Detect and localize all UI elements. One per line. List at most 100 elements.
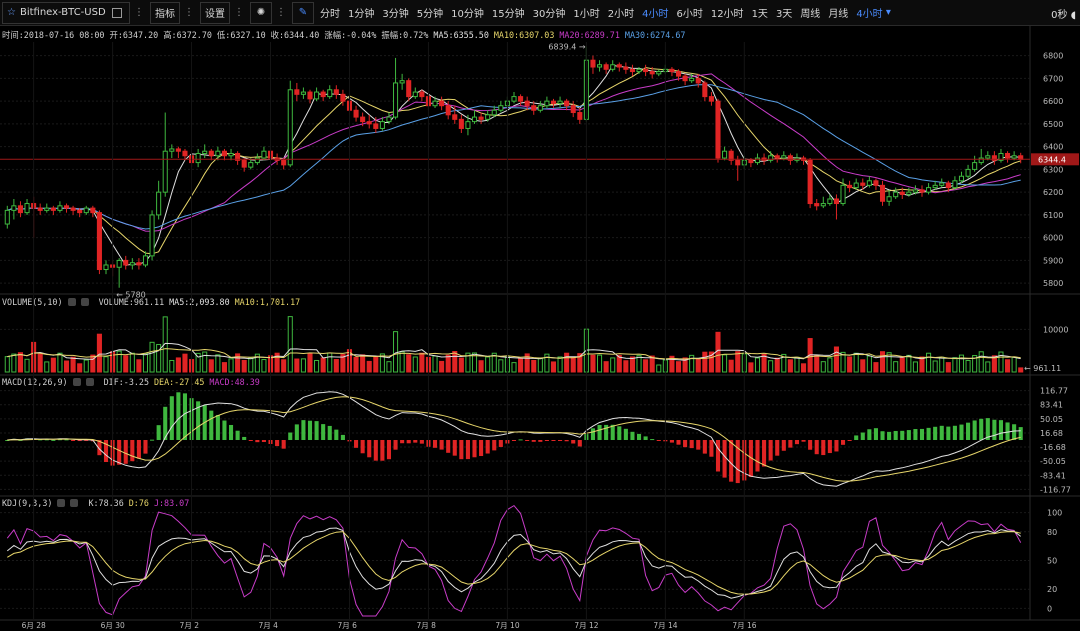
macd-bar: [538, 440, 543, 442]
macd-bar: [498, 440, 503, 447]
kdj-info-row: KDJ(9,3,3) K:78.36 D:76 J:83.07: [2, 498, 194, 510]
interval-tab[interactable]: 3分钟: [382, 9, 409, 20]
interval-tab[interactable]: 2小时: [607, 9, 635, 20]
macd-bar: [156, 425, 161, 440]
interval-tab[interactable]: 15分钟: [491, 9, 525, 20]
chevron-down-icon: ▾: [885, 7, 891, 18]
macd-bar: [288, 432, 293, 440]
search-icon[interactable]: [111, 7, 122, 18]
candle: [11, 205, 17, 211]
candle: [893, 191, 899, 198]
volume-bar: [314, 359, 320, 373]
macd-bar: [794, 440, 800, 445]
macd-bar: [650, 439, 655, 441]
macd-bar: [400, 440, 405, 444]
candle: [728, 150, 734, 161]
volume-bar: [162, 316, 168, 373]
speaker-icon[interactable]: ◖: [1070, 10, 1076, 21]
interval-tab[interactable]: 周线: [800, 9, 821, 20]
volume-bar: [485, 356, 491, 373]
candle: [63, 205, 70, 209]
kdj-k: K:78.36: [88, 498, 124, 508]
candle: [656, 71, 662, 75]
interval-tab[interactable]: 分时: [320, 9, 340, 20]
settings-icon[interactable]: [72, 378, 81, 386]
macd-bar: [294, 424, 299, 440]
macd-bar: [867, 429, 872, 440]
settings-icon[interactable]: [67, 298, 76, 306]
candle: [998, 152, 1004, 161]
price-tick-label: 6700: [1043, 74, 1063, 83]
symbol-selector[interactable]: ☆ Bitfinex-BTC-USD: [2, 1, 130, 24]
volume-bar: [445, 354, 451, 373]
close-icon[interactable]: [80, 298, 89, 306]
star-icon[interactable]: ☆: [7, 7, 16, 18]
interval-tab[interactable]: 1分钟: [348, 9, 375, 20]
settings-icon[interactable]: [57, 499, 66, 507]
interval-tab[interactable]: 3天: [775, 9, 793, 20]
interval-tab[interactable]: 5分钟: [416, 9, 444, 20]
volume-tick-label: 10000: [1043, 325, 1068, 334]
more-icon[interactable]: ⋮: [134, 7, 144, 18]
volume-bar: [866, 355, 872, 373]
more-icon[interactable]: ⋮: [276, 7, 286, 18]
candle: [787, 155, 793, 161]
macd-bar: [656, 440, 661, 441]
interval-tab[interactable]: 10分钟: [451, 9, 484, 20]
price-tick-label: 6600: [1043, 97, 1063, 106]
volume-bar: [597, 354, 603, 373]
volume-bar: [1018, 367, 1024, 373]
more-icon[interactable]: ⋮: [234, 7, 244, 18]
macd-bar: [814, 440, 819, 455]
macd-bar: [150, 439, 155, 441]
close-icon[interactable]: [70, 499, 79, 507]
volume-bar: [57, 352, 63, 373]
interval-tab[interactable]: 12小时: [710, 9, 744, 20]
interval-tab[interactable]: 月线: [828, 9, 849, 20]
macd-bar: [452, 440, 457, 456]
volume-bar: [103, 356, 109, 373]
macd-bar: [77, 440, 82, 442]
price-tick-label: 6300: [1043, 165, 1063, 174]
candle: [518, 96, 524, 102]
candle: [327, 89, 333, 98]
candle: [320, 91, 326, 98]
macd-bar: [992, 419, 997, 440]
macd-bar: [511, 440, 517, 441]
volume-bar: [518, 358, 524, 373]
pencil-icon[interactable]: ✎: [292, 1, 314, 24]
close-icon[interactable]: [85, 378, 94, 386]
more-icon[interactable]: ⋮: [184, 7, 194, 18]
macd-bar: [913, 429, 918, 440]
volume-bar: [629, 356, 635, 373]
candle: [702, 82, 708, 98]
macd-bar: [762, 440, 767, 467]
kdj-tick-label: 80: [1047, 528, 1057, 537]
interval-tab[interactable]: 30分钟: [532, 9, 566, 20]
macd-bar: [722, 440, 727, 478]
volume-bar: [893, 361, 899, 373]
interval-tab[interactable]: 4小时: [642, 9, 669, 20]
interval-tab[interactable]: 6小时: [676, 9, 703, 20]
macd-bar: [571, 440, 576, 444]
interval-dropdown[interactable]: 4小时 ▾: [852, 2, 895, 24]
volume-bar: [860, 359, 866, 373]
macd-bar: [360, 440, 365, 454]
candle: [90, 207, 96, 214]
volume-bar: [873, 362, 879, 373]
candle: [307, 91, 313, 100]
candle: [478, 116, 484, 120]
interval-tab[interactable]: 1天: [751, 9, 768, 20]
interval-tab[interactable]: 1小时: [573, 9, 600, 20]
volume-bar: [708, 351, 714, 373]
kdj-tick-label: 50: [1047, 557, 1057, 566]
settings-button[interactable]: 设置: [200, 1, 230, 24]
volume-ma10: MA10:1,701.17: [234, 297, 301, 307]
macd-bar: [261, 440, 266, 443]
gear-icon[interactable]: ✺: [250, 1, 272, 24]
volume-bar: [465, 352, 471, 373]
indicators-button[interactable]: 指标: [150, 1, 180, 24]
candle: [57, 205, 63, 211]
macd-bar: [933, 426, 938, 440]
